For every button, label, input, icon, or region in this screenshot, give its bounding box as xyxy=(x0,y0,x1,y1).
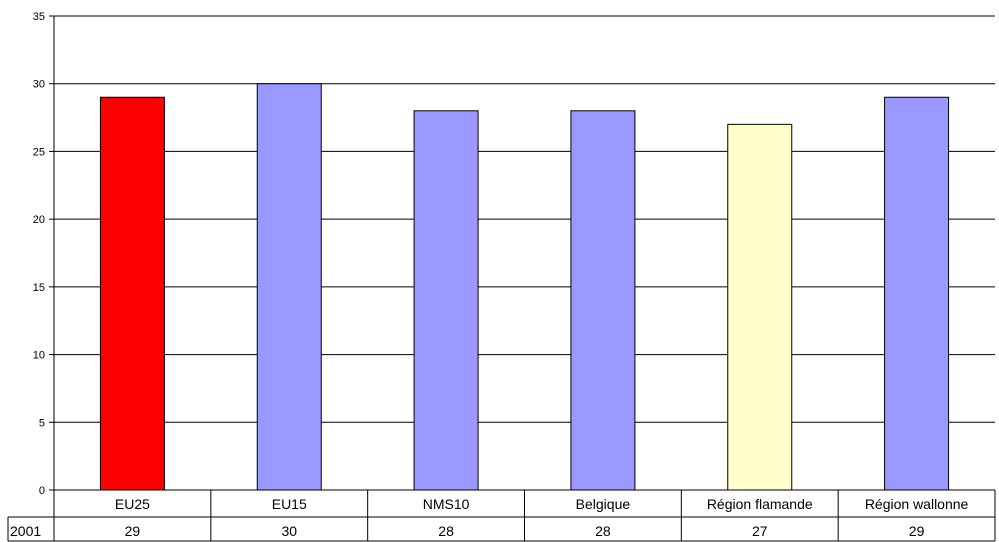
bars xyxy=(99,83,950,491)
y-tick-label: 20 xyxy=(33,214,45,226)
y-tick-label: 0 xyxy=(39,485,45,497)
bar-r-gion-wallonne xyxy=(884,96,950,491)
y-tick-label: 5 xyxy=(39,417,45,429)
x-category-label: EU15 xyxy=(272,496,307,512)
table-value: 28 xyxy=(438,523,454,539)
y-tick-label: 30 xyxy=(33,79,45,91)
bar-r-gion-flamande xyxy=(727,123,793,491)
gridlines xyxy=(54,15,995,423)
x-category-label: Belgique xyxy=(576,496,631,512)
y-tick-label: 10 xyxy=(33,350,45,362)
y-tick-label: 35 xyxy=(33,11,45,23)
bar-belgique xyxy=(570,110,636,491)
table-value: 29 xyxy=(909,523,925,539)
x-category-label: EU25 xyxy=(115,496,150,512)
x-category-label: NMS10 xyxy=(423,496,470,512)
axes: 0 5 10 15 20 25 30 35 xyxy=(33,11,55,497)
table-value: 29 xyxy=(125,523,141,539)
y-tick-label: 25 xyxy=(33,146,45,158)
x-category-label: Région flamande xyxy=(707,496,813,512)
table-value: 28 xyxy=(595,523,611,539)
table-value: 27 xyxy=(752,523,768,539)
x-category-label: Région wallonne xyxy=(865,496,969,512)
bar-eu15 xyxy=(256,83,322,491)
bar-eu25 xyxy=(99,96,165,491)
data-table: EU25 EU15 NMS10 Belgique Région flamande Régi… xyxy=(7,489,996,542)
series-label-2001: 2001 xyxy=(10,523,41,539)
table-value: 30 xyxy=(281,523,297,539)
bar-nms10 xyxy=(413,110,479,491)
y-tick-label: 15 xyxy=(33,282,45,294)
